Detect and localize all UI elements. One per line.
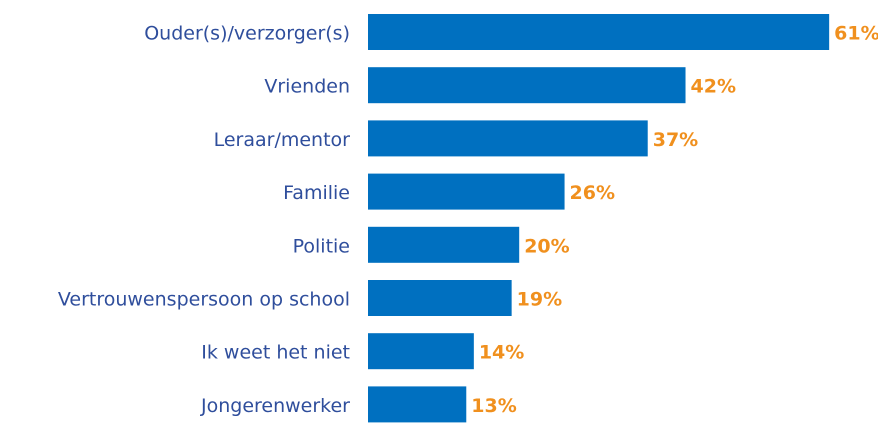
bar [368,333,474,370]
value-label: 26% [570,182,615,204]
value-label: 37% [653,129,698,151]
value-label: 42% [691,76,736,98]
category-label: Vrienden [264,76,350,98]
value-label: 13% [471,395,516,417]
category-label: Ouder(s)/verzorger(s) [144,23,350,45]
bar [368,386,467,423]
bar [368,226,520,263]
category-label: Politie [293,235,350,257]
category-label: Jongerenwerker [200,395,350,417]
bar [368,280,512,316]
category-label: Ik weet het niet [201,342,350,364]
value-label: 61% [834,23,878,45]
value-label: 20% [524,235,569,257]
value-label: 19% [517,289,562,311]
bar [368,67,686,104]
value-label: 14% [479,342,524,364]
category-label: Leraar/mentor [214,129,351,151]
bar [368,173,565,210]
category-label: Familie [283,182,350,204]
category-label: Vertrouwenspersoon op school [58,289,350,311]
bar [368,120,648,157]
bar [368,14,830,50]
